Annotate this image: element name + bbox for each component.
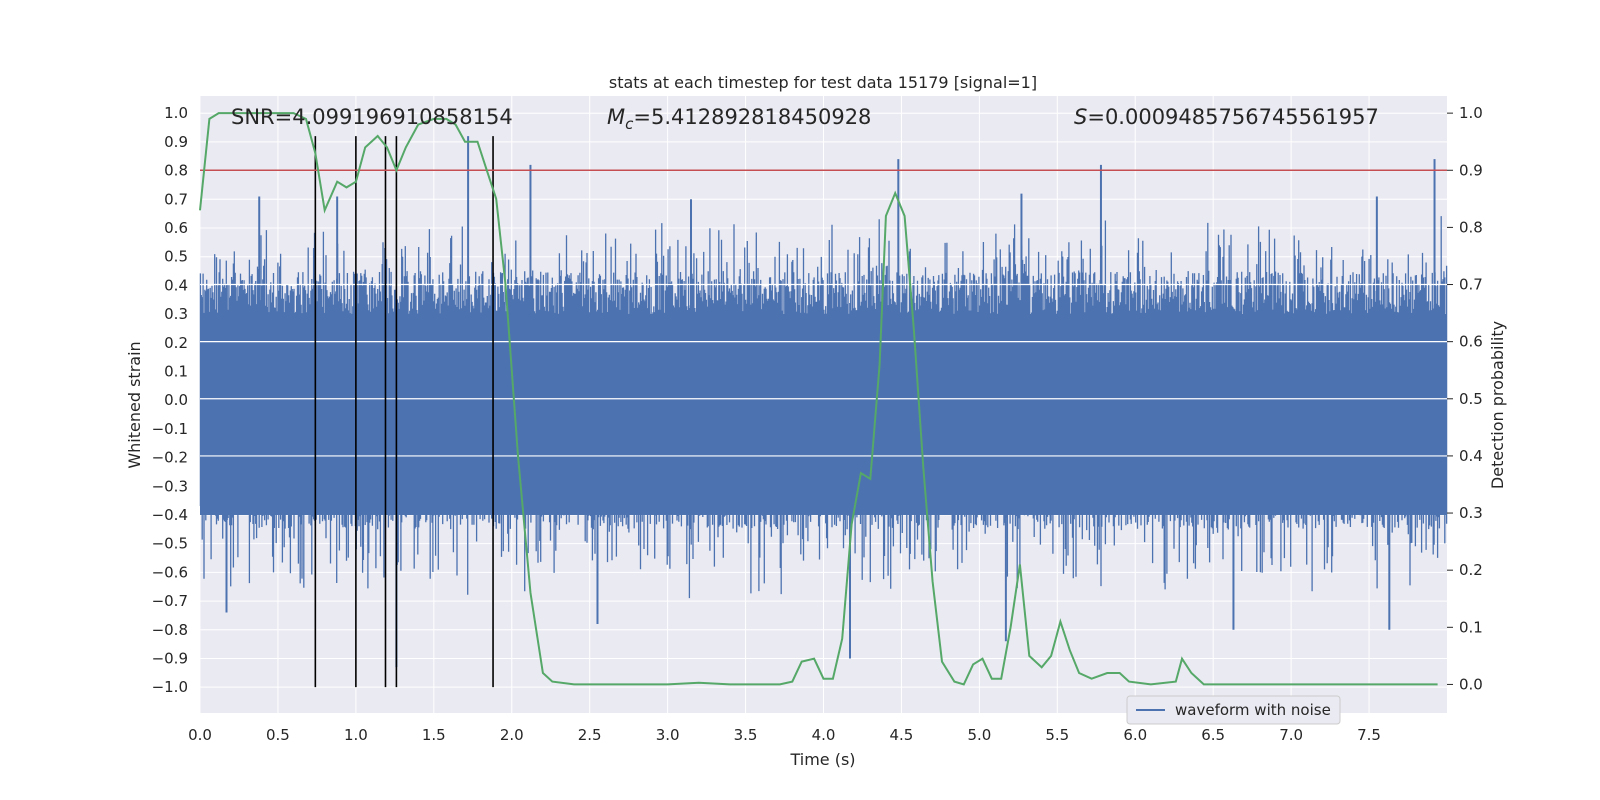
waveform-series [199, 136, 1448, 668]
y2-tick-label: 0.7 [1459, 276, 1483, 294]
s-value: =0.0009485756745561957 [1087, 105, 1379, 129]
y2-tick-label: 0.6 [1459, 333, 1483, 351]
y2-tick-label: 0.2 [1459, 561, 1483, 579]
y-tick-label: −0.5 [152, 535, 188, 553]
chirp-mass-annotation: Mc=5.412892818450928 [607, 105, 871, 133]
x-axis-label: Time (s) [789, 750, 855, 769]
y-axis-label: Whitened strain [125, 341, 144, 468]
y-tick-label: 0.5 [164, 248, 188, 266]
y-tick-label: 0.0 [164, 391, 188, 409]
s-annotation: S=0.0009485756745561957 [1074, 105, 1379, 129]
y-tick-label: −1.0 [152, 678, 188, 696]
y-tick-label: 1.0 [164, 104, 188, 122]
y2-axis-label: Detection probability [1488, 321, 1507, 489]
y2-tick-label: 0.9 [1459, 161, 1483, 179]
y-tick-label: −0.2 [152, 449, 188, 467]
y2-tick-label: 1.0 [1459, 104, 1483, 122]
x-tick-label: 1.5 [422, 726, 446, 744]
mc-subscript: c [625, 115, 634, 133]
x-tick-label: 7.5 [1357, 726, 1381, 744]
y-tick-label: 0.3 [164, 305, 188, 323]
x-tick-label: 5.0 [967, 726, 991, 744]
y-tick-label: 0.1 [164, 362, 188, 380]
x-tick-label: 7.0 [1279, 726, 1303, 744]
y-tick-label: 0.9 [164, 133, 188, 151]
x-tick-label: 4.0 [812, 726, 836, 744]
x-tick-label: 4.5 [890, 726, 914, 744]
y-tick-label: 0.2 [164, 334, 188, 352]
x-tick-label: 3.5 [734, 726, 758, 744]
s-symbol: S [1074, 105, 1087, 129]
y-tick-label: −0.8 [152, 621, 188, 639]
y2-tick-label: 0.0 [1459, 675, 1483, 693]
y2-tick-label: 0.8 [1459, 218, 1483, 236]
y-tick-label: −0.1 [152, 420, 188, 438]
ticks: 0.0 0.5 1.0 1.5 2.0 2.5 3.0 3.5 4.0 4.5 5.0 5.5 6.0 6… [152, 104, 1483, 744]
y-tick-label: 0.6 [164, 219, 188, 237]
y2-tick-label: 0.1 [1459, 618, 1483, 636]
y-tick-label: −0.4 [152, 506, 188, 524]
legend-box [1126, 695, 1341, 725]
x-tick-label: 0.5 [266, 726, 290, 744]
y2-tick-label: 0.3 [1459, 504, 1483, 522]
mc-symbol: M [607, 105, 625, 129]
y2-tick-label: 0.5 [1459, 390, 1483, 408]
x-tick-label: 1.0 [344, 726, 368, 744]
snr-annotation: SNR=4.099196910858154 [231, 105, 513, 129]
y-tick-label: −0.7 [152, 592, 188, 610]
y2-tick-label: 0.4 [1459, 447, 1483, 465]
probability-series [199, 112, 1447, 686]
chart-title: stats at each timestep for test data 151… [609, 73, 1037, 92]
probability-line [199, 112, 1438, 686]
legend-label: waveform with noise [1175, 701, 1331, 719]
x-tick-label: 3.0 [656, 726, 680, 744]
mc-value: =5.412892818450928 [633, 105, 871, 129]
y-tick-label: 0.7 [164, 190, 188, 208]
waveform-bands [200, 283, 1447, 457]
y-tick-label: −0.3 [152, 477, 188, 495]
y-tick-label: 0.8 [164, 162, 188, 180]
x-tick-label: 6.0 [1123, 726, 1147, 744]
x-tick-label: 6.5 [1201, 726, 1225, 744]
y-tick-label: −0.6 [152, 563, 188, 581]
waveform-core [200, 314, 1447, 515]
vertical-markers [314, 136, 494, 688]
x-tick-label: 5.5 [1045, 726, 1069, 744]
x-tick-label: 2.5 [578, 726, 602, 744]
y-tick-label: −0.9 [152, 649, 188, 667]
legend: waveform with noise [1126, 695, 1341, 725]
x-tick-label: 0.0 [188, 726, 212, 744]
y-tick-label: 0.4 [164, 276, 188, 294]
x-tick-label: 2.0 [500, 726, 524, 744]
